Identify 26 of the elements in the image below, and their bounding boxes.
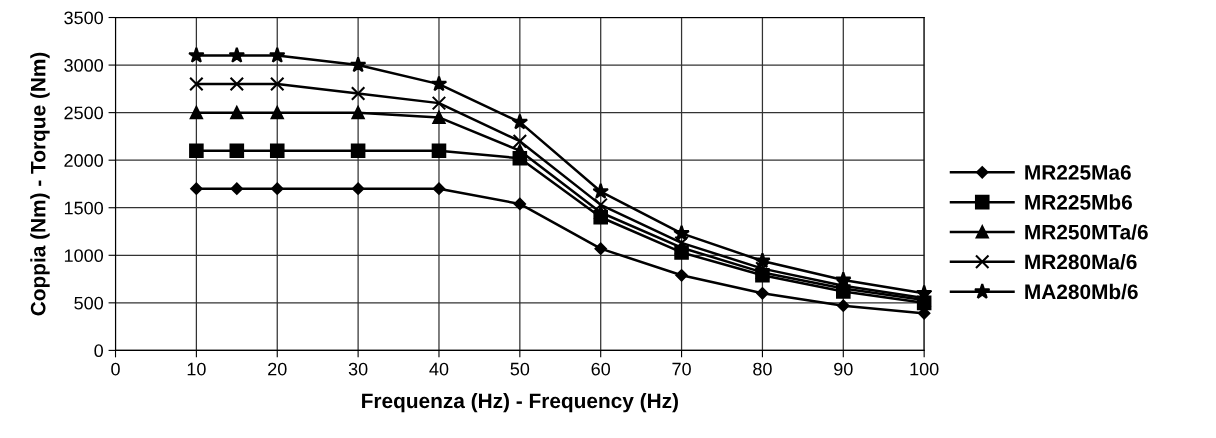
legend-label: MR250MTa/6 <box>1025 224 1148 240</box>
x-tick-label: 80 <box>753 362 772 376</box>
legend-label: MR280Ma/6 <box>1025 254 1137 270</box>
y-tick-label: 2000 <box>64 154 104 167</box>
y-tick-label: 2500 <box>64 106 104 120</box>
y-tick-label: 3500 <box>64 11 104 25</box>
legend-label: MA280Mb/6 <box>1025 283 1138 300</box>
x-tick-label: 60 <box>591 362 611 376</box>
x-tick-label: 100 <box>910 362 939 376</box>
x-tick-label: 40 <box>429 362 449 376</box>
y-tick-label: 1000 <box>64 249 104 263</box>
y-tick-label: 500 <box>74 296 104 310</box>
x-tick-label: 90 <box>834 362 853 376</box>
x-tick-label: 50 <box>510 362 530 376</box>
legend-label: MR225Mb6 <box>1025 194 1132 210</box>
x-tick-label: 20 <box>268 362 287 376</box>
y-tick-label: 0 <box>94 344 104 358</box>
legend-label: MR225Ma6 <box>1025 165 1131 180</box>
x-tick-label: 10 <box>187 362 206 376</box>
x-tick-label: 0 <box>111 362 120 376</box>
x-tick-label: 30 <box>348 362 368 376</box>
x-axis-title: Frequenza (Hz) - Frequency (Hz) <box>362 392 678 413</box>
y-tick-label: 1500 <box>64 201 104 215</box>
y-axis-title: Coppia (Nm) - Torque (Nm) <box>30 52 50 316</box>
y-tick-label: 3000 <box>64 59 104 72</box>
x-tick-label: 70 <box>672 362 691 376</box>
